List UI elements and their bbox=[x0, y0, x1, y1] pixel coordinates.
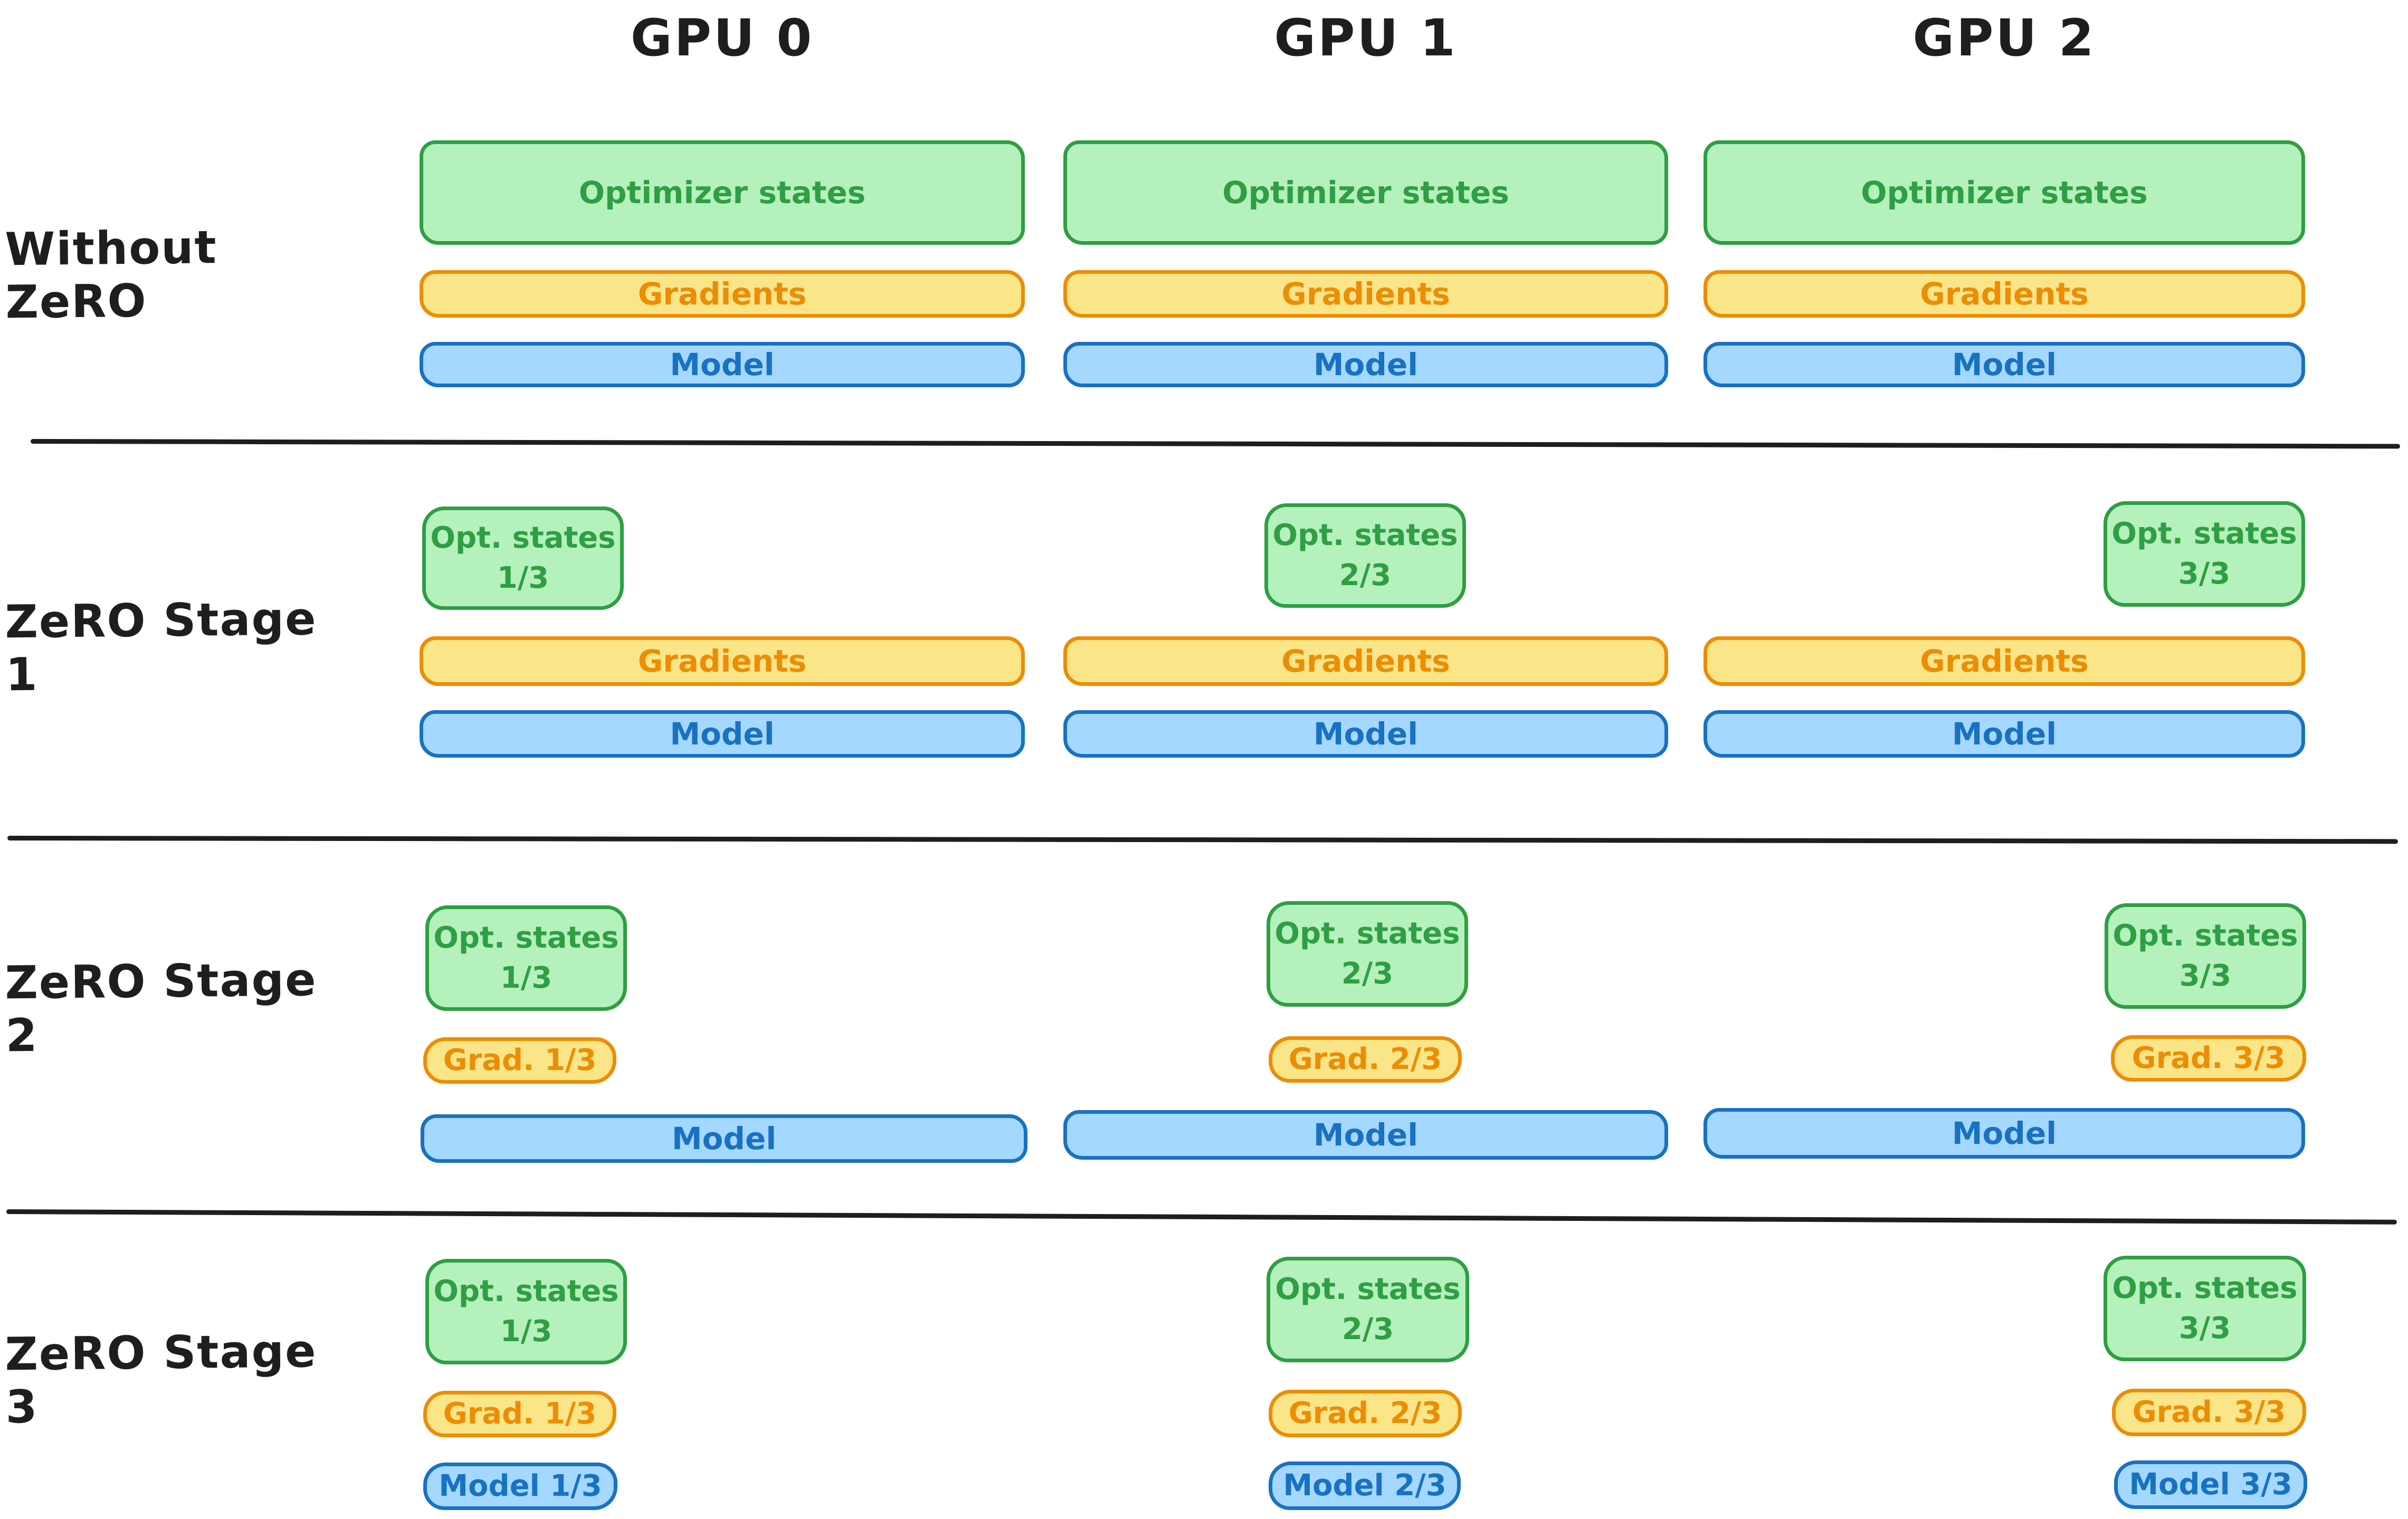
optimizer-shard-box: Opt. states 1/3 bbox=[422, 507, 624, 610]
column-header-gpu0: GPU 0 bbox=[630, 8, 814, 68]
optimizer-shard-box: Opt. states 1/3 bbox=[425, 1259, 627, 1364]
model-box: Model bbox=[1063, 710, 1668, 758]
optimizer-shard-box: Opt. states 3/3 bbox=[2104, 501, 2305, 607]
model-box: Model bbox=[421, 1114, 1027, 1163]
model-box: Model bbox=[420, 342, 1025, 387]
optimizer-shard-box: Opt. states 3/3 bbox=[2104, 1256, 2306, 1361]
model-box: Model bbox=[1703, 1108, 2305, 1159]
gradients-box: Gradients bbox=[420, 270, 1025, 318]
optimizer-states-box: Optimizer states bbox=[1063, 140, 1668, 245]
column-header-gpu2: GPU 2 bbox=[1912, 8, 2096, 68]
gradient-shard-box: Grad. 2/3 bbox=[1269, 1036, 1462, 1083]
model-box: Model bbox=[1063, 1110, 1668, 1160]
column-header-gpu1: GPU 1 bbox=[1274, 8, 1458, 68]
model-box: Model bbox=[1063, 342, 1668, 387]
model-shard-box: Model 1/3 bbox=[423, 1463, 617, 1510]
row-label-without-zero: Without ZeRO bbox=[4, 221, 218, 329]
model-shard-box: Model 2/3 bbox=[1269, 1461, 1461, 1510]
model-shard-box: Model 3/3 bbox=[2114, 1460, 2307, 1509]
gradient-shard-box: Grad. 2/3 bbox=[1269, 1390, 1462, 1437]
gradients-box: Gradients bbox=[1063, 270, 1668, 318]
gradients-box: Gradients bbox=[1703, 636, 2305, 686]
optimizer-shard-box: Opt. states 3/3 bbox=[2105, 903, 2306, 1009]
optimizer-shard-box: Opt. states 1/3 bbox=[425, 905, 627, 1011]
row-label-zero-stage-2: ZeRO Stage 2 bbox=[4, 953, 317, 1063]
gradient-shard-box: Grad. 1/3 bbox=[423, 1037, 616, 1084]
optimizer-shard-box: Opt. states 2/3 bbox=[1267, 901, 1468, 1007]
gradient-shard-box: Grad. 3/3 bbox=[2111, 1035, 2306, 1082]
optimizer-shard-box: Opt. states 2/3 bbox=[1267, 1257, 1469, 1362]
model-box: Model bbox=[1703, 710, 2305, 758]
optimizer-shard-box: Opt. states 2/3 bbox=[1264, 503, 1466, 608]
row-label-zero-stage-1: ZeRO Stage 1 bbox=[4, 593, 317, 702]
optimizer-states-box: Optimizer states bbox=[420, 140, 1025, 245]
model-box: Model bbox=[420, 710, 1025, 758]
row-label-zero-stage-3: ZeRO Stage 3 bbox=[4, 1325, 317, 1434]
gradient-shard-box: Grad. 3/3 bbox=[2112, 1389, 2306, 1436]
gradients-box: Gradients bbox=[1063, 636, 1668, 686]
optimizer-states-box: Optimizer states bbox=[1703, 140, 2305, 245]
model-box: Model bbox=[1703, 342, 2305, 387]
gradients-box: Gradients bbox=[420, 636, 1025, 686]
gradient-shard-box: Grad. 1/3 bbox=[423, 1391, 616, 1437]
gradients-box: Gradients bbox=[1703, 270, 2305, 318]
row-divider bbox=[6, 1209, 2397, 1225]
row-divider bbox=[7, 836, 2399, 844]
row-divider bbox=[30, 439, 2400, 449]
